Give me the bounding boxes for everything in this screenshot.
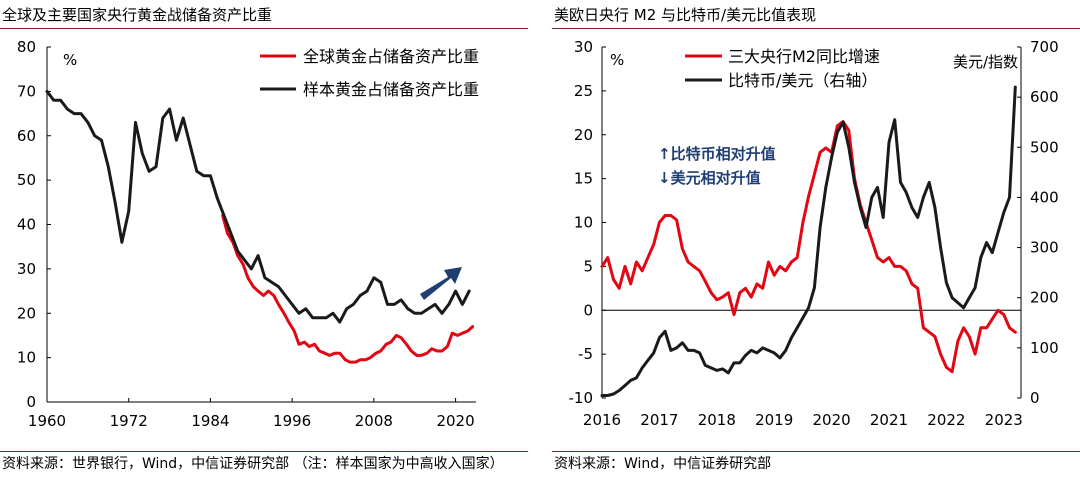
right-y-tick-label: 30 (574, 38, 593, 56)
right-y-tick-label: 5 (583, 257, 593, 275)
left-series-sample-line (45, 89, 471, 324)
left-y-tick-label: 20 (17, 304, 36, 322)
btc-appreciation-note: ↑比特币相对升值 (658, 145, 776, 163)
left-y-tick-label: 0 (26, 393, 36, 411)
right-y-unit-label: % (610, 51, 624, 69)
left-title-rule (0, 28, 528, 29)
left-y-tick-label: 50 (17, 171, 36, 189)
right-chart: -10-505101520253001002003004005006007002… (569, 38, 1059, 429)
left-y-tick-label: 30 (17, 260, 36, 278)
left-y-tick-label: 70 (17, 82, 36, 100)
right-x-tick-label: 2023 (985, 411, 1023, 429)
right-series-btc-line (600, 85, 1017, 397)
right-x-tick-label: 2019 (755, 411, 793, 429)
right-y-tick-label: 25 (574, 82, 593, 100)
right-x-tick-label: 2018 (698, 411, 736, 429)
left-y-unit-label: % (63, 51, 77, 69)
right-source-note: 资料来源：Wind，中信证券研究部 (554, 456, 772, 472)
usd-appreciation-note: ↓美元相对升值 (658, 169, 761, 187)
right-source-rule (552, 451, 1080, 452)
right-legend-label: 三大央行M2同比增速 (728, 47, 880, 66)
left-y-tick-label: 40 (17, 216, 36, 234)
right-series (600, 85, 1017, 397)
left-x-tick-label: 1960 (28, 412, 66, 430)
right-y-tick-label: -10 (569, 389, 594, 407)
left-axes (46, 47, 476, 403)
trend-arrow-icon (420, 267, 462, 300)
left-x-tick-label: 2020 (436, 412, 474, 430)
right-title-rule (552, 28, 1080, 29)
right-y-tick-label: 0 (583, 301, 593, 319)
right-y2-tick-label: 700 (1030, 38, 1059, 56)
right-y2-tick-label: 200 (1030, 289, 1059, 307)
right-ticks: -10-505101520253001002003004005006007002… (569, 38, 1059, 429)
left-source-rule (0, 451, 528, 452)
right-y-tick-label: 15 (574, 170, 593, 188)
right-y-tick-label: 20 (574, 126, 593, 144)
left-annotations (420, 267, 462, 300)
right-y2-tick-label: 600 (1030, 88, 1059, 106)
left-chart: 0 10 20 30 40 50 60 70 80 1960 1972 1984 1996 2008 202… (17, 38, 479, 430)
right-x-tick-label: 2021 (870, 411, 908, 429)
right-y2-tick-label: 100 (1030, 339, 1059, 357)
left-x-tick-label: 1996 (273, 412, 311, 430)
right-y-tick-label: -5 (578, 345, 593, 363)
left-ticks: 0 10 20 30 40 50 60 70 80 1960 1972 1984 1996 2008 202… (17, 38, 475, 430)
left-source-note: 资料来源：世界银行，Wind，中信证券研究部 （注：样本国家为中高收入国家） (2, 456, 504, 472)
right-y2-unit-label: 美元/指数 (953, 53, 1018, 71)
right-y2-tick-label: 300 (1030, 239, 1059, 257)
right-x-tick-label: 2020 (812, 411, 850, 429)
right-x-tick-label: 2016 (583, 411, 621, 429)
right-y-tick-label: 10 (574, 214, 593, 232)
right-y2-tick-label: 400 (1030, 188, 1059, 206)
left-legend-label: 样本黄金占储备资产比重 (303, 80, 479, 99)
right-annotations: ↑比特币相对升值 ↓美元相对升值 (658, 145, 776, 187)
right-series-m2-line (600, 120, 1017, 374)
left-x-tick-label: 1984 (191, 412, 229, 430)
left-x-tick-label: 1972 (110, 412, 148, 430)
left-series (45, 89, 475, 364)
right-chart-title: 美欧日央行 M2 与比特币/美元比值表现 (554, 6, 817, 24)
right-y2-tick-label: 0 (1030, 389, 1040, 407)
left-y-tick-label: 60 (17, 127, 36, 145)
right-x-tick-label: 2017 (640, 411, 678, 429)
left-legend-label: 全球黄金占储备资产比重 (303, 47, 479, 66)
right-legend-label: 比特币/美元（右轴） (728, 71, 877, 90)
left-y-tick-label: 80 (17, 38, 36, 56)
left-chart-title: 全球及主要国家央行黄金战储备资产比重 (2, 6, 273, 24)
left-x-tick-label: 2008 (355, 412, 393, 430)
left-y-tick-label: 10 (17, 349, 36, 367)
right-y2-tick-label: 500 (1030, 138, 1059, 156)
right-x-tick-label: 2022 (927, 411, 965, 429)
left-series-global-line (221, 214, 475, 364)
